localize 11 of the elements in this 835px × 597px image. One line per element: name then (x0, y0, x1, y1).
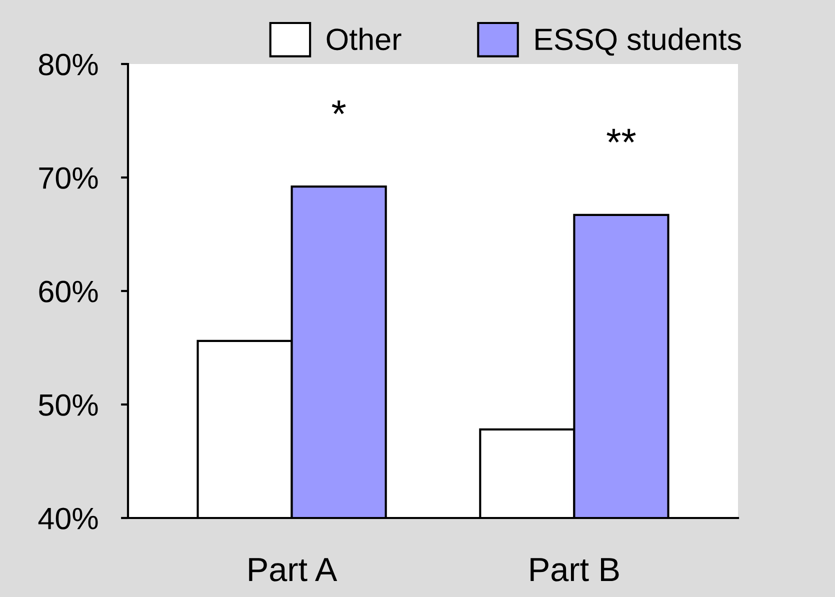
y-tick-label: 70% (39, 167, 98, 189)
y-tick-label: 50% (38, 394, 98, 416)
y-tick-label: 80% (39, 54, 98, 76)
y-tick-label: 60% (39, 280, 98, 302)
legend-label: ESSQ students (536, 28, 741, 56)
y-tick-label: 40% (38, 508, 98, 530)
annotation: ** (606, 128, 636, 142)
legend-label: Other (326, 28, 402, 50)
x-tick-label: Part B (530, 558, 619, 582)
x-tick-label: Part A (249, 558, 338, 582)
annotation: * (332, 100, 346, 114)
